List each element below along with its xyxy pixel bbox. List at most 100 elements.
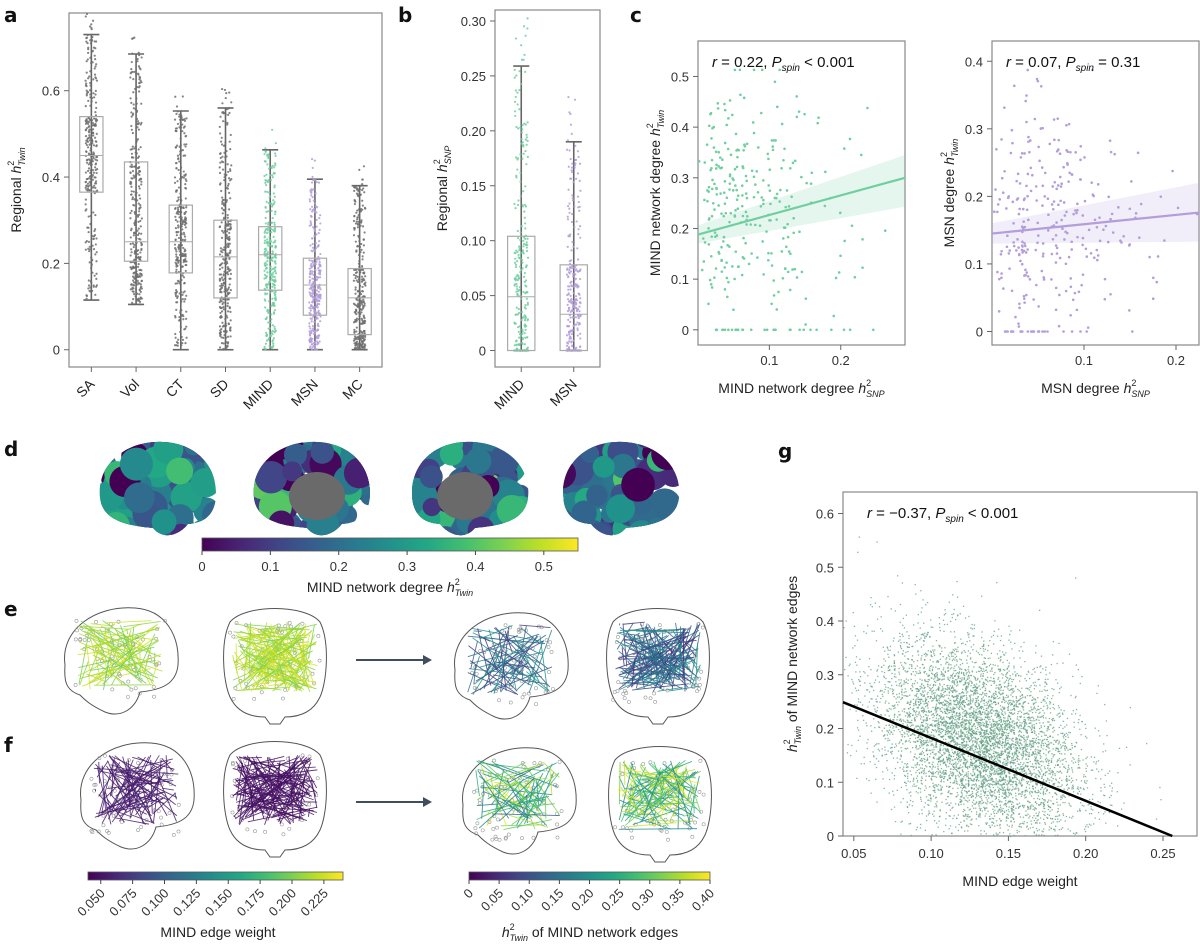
- data-point: [1020, 248, 1024, 252]
- data-point: [1081, 236, 1085, 240]
- data-point: [91, 175, 94, 178]
- data-point: [358, 291, 362, 294]
- data-point: [181, 222, 184, 225]
- data-point: [570, 302, 573, 305]
- data-point: [314, 247, 318, 250]
- data-point: [136, 283, 139, 286]
- data-point: [139, 275, 142, 278]
- data-point: [135, 141, 138, 144]
- data-point: [994, 188, 997, 191]
- data-point: [523, 280, 526, 283]
- data-point: [740, 273, 744, 277]
- h-symbol: h: [447, 579, 455, 595]
- data-point: [179, 325, 182, 329]
- data-point: [768, 189, 772, 192]
- data-point: [136, 172, 140, 175]
- parcel-region: [419, 465, 443, 489]
- data-point: [723, 108, 727, 112]
- data-point: [224, 226, 227, 230]
- data-point: [525, 241, 528, 244]
- data-point: [357, 195, 360, 198]
- data-point: [758, 224, 762, 227]
- data-point: [754, 183, 757, 186]
- data-point: [274, 213, 277, 216]
- data-point: [1050, 203, 1054, 206]
- data-point: [266, 154, 269, 158]
- data-point: [1023, 274, 1026, 277]
- data-point: [181, 342, 184, 345]
- data-point: [712, 125, 716, 129]
- brain-coronal-edge-weights: [223, 741, 327, 858]
- data-point: [179, 290, 183, 294]
- data-point: [1096, 183, 1100, 186]
- data-point: [177, 212, 180, 216]
- data-point: [133, 252, 136, 255]
- data-point: [715, 328, 719, 332]
- data-point: [1061, 227, 1064, 231]
- data-point: [221, 266, 224, 269]
- data-point: [129, 217, 132, 220]
- data-point: [181, 252, 185, 255]
- data-point: [519, 180, 522, 183]
- data-point: [1065, 149, 1068, 152]
- data-point: [569, 270, 573, 273]
- data-point: [185, 325, 188, 328]
- data-point: [91, 19, 95, 22]
- data-point: [183, 223, 187, 226]
- data-point: [352, 219, 356, 223]
- data-point: [1017, 212, 1021, 216]
- box-msn: [302, 157, 328, 351]
- data-point: [568, 268, 571, 272]
- data-point: [523, 53, 526, 56]
- data-point: [516, 91, 519, 94]
- data-point: [514, 257, 517, 260]
- data-point: [1109, 292, 1112, 296]
- data-point: [1058, 293, 1061, 297]
- node: [171, 832, 176, 837]
- data-point: [174, 218, 177, 222]
- data-point: [716, 102, 720, 105]
- data-point: [313, 202, 317, 205]
- data-point: [182, 126, 185, 129]
- data-point: [1089, 252, 1093, 255]
- data-point: [566, 294, 569, 297]
- data-point: [526, 139, 529, 142]
- data-point: [1000, 138, 1003, 141]
- data-point: [184, 187, 188, 190]
- data-point: [221, 196, 224, 199]
- data-point: [225, 324, 228, 327]
- data-point: [91, 271, 94, 274]
- x-tick-label: MC: [339, 376, 366, 403]
- data-point: [270, 305, 273, 308]
- data-point: [358, 265, 361, 268]
- data-point: [514, 263, 518, 266]
- network-edge: [473, 630, 482, 632]
- data-point: [710, 158, 714, 162]
- data-point: [359, 193, 362, 196]
- data-point: [571, 196, 574, 200]
- data-point: [179, 121, 182, 124]
- data-point: [175, 112, 178, 116]
- data-point: [226, 271, 229, 274]
- data-point: [1041, 252, 1045, 255]
- data-point: [266, 242, 269, 245]
- data-point: [220, 189, 223, 193]
- data-point: [177, 196, 180, 199]
- data-point: [139, 123, 142, 126]
- data-point: [720, 212, 723, 215]
- data-point: [181, 221, 184, 224]
- data-point: [135, 280, 138, 283]
- data-point: [569, 157, 572, 161]
- data-point: [567, 275, 570, 279]
- data-point: [225, 230, 229, 233]
- data-point: [183, 250, 186, 253]
- data-point: [1019, 330, 1022, 333]
- data-point: [1128, 207, 1132, 211]
- data-point: [88, 128, 91, 131]
- data-point: [136, 299, 140, 302]
- data-point: [85, 118, 88, 121]
- data-point: [92, 92, 95, 95]
- data-point: [514, 279, 517, 282]
- data-point: [84, 142, 88, 145]
- data-point: [700, 268, 704, 272]
